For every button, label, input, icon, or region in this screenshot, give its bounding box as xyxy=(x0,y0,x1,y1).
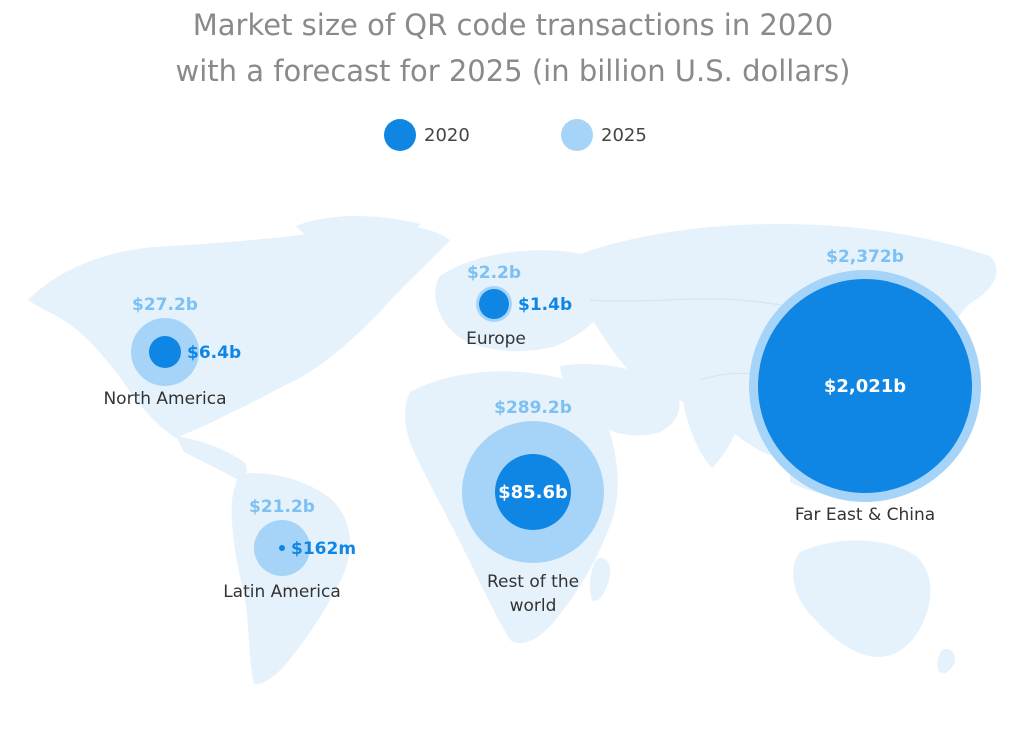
bubble-2020-far-east-china[interactable] xyxy=(758,279,972,493)
value-label-2025-europe: $2.2b xyxy=(467,263,521,283)
legend: 2020 2025 xyxy=(0,118,1026,152)
legend-item-2020[interactable]: 2020 xyxy=(384,118,470,152)
region-label-rest-of-the-world-line-2: world xyxy=(510,596,557,616)
bubble-2020-europe[interactable] xyxy=(479,289,509,319)
bubble-2020-latin-america[interactable] xyxy=(279,545,285,551)
region-group-far-east-china[interactable]: $2,372b $2,021b Far East & China xyxy=(749,247,981,525)
region-group-north-america[interactable]: $27.2b $6.4b North America xyxy=(103,295,241,409)
chart-title-line-1: Market size of QR code transactions in 2… xyxy=(192,8,834,42)
chart-title-line-2: with a forecast for 2025 (in billion U.S… xyxy=(175,54,851,88)
legend-label-2020: 2020 xyxy=(424,124,470,146)
legend-swatch-2025 xyxy=(561,119,593,151)
bubbles-layer: $27.2b $6.4b North America $2.2b $1.4b Europe… xyxy=(103,247,981,616)
region-group-europe[interactable]: $2.2b $1.4b Europe xyxy=(466,263,572,349)
bubble-2020-north-america[interactable] xyxy=(149,336,181,368)
region-label-europe: Europe xyxy=(466,329,526,349)
value-label-2020-north-america: $6.4b xyxy=(187,343,241,363)
value-label-2025-latin-america: $21.2b xyxy=(249,497,315,517)
value-label-2025-rest-of-the-world: $289.2b xyxy=(494,398,572,418)
region-group-rest-of-the-world[interactable]: $289.2b $85.6b Rest of the world xyxy=(462,398,604,616)
bubble-2020-rest-of-the-world[interactable] xyxy=(495,454,571,530)
region-label-north-america: North America xyxy=(103,389,226,409)
value-label-2020-europe: $1.4b xyxy=(518,295,572,315)
region-group-latin-america[interactable]: $21.2b $162m Latin America xyxy=(223,497,356,602)
value-label-2020-latin-america: $162m xyxy=(291,539,356,559)
value-label-2025-far-east-china: $2,372b xyxy=(826,247,904,267)
legend-label-2025: 2025 xyxy=(601,124,647,146)
legend-swatch-2020 xyxy=(384,119,416,151)
value-label-2020-rest-of-the-world: $85.6b xyxy=(498,482,568,503)
region-label-rest-of-the-world-line-1: Rest of the xyxy=(487,572,579,592)
region-label-far-east-china: Far East & China xyxy=(795,505,935,525)
legend-item-2025[interactable]: 2025 xyxy=(561,118,647,152)
value-label-2025-north-america: $27.2b xyxy=(132,295,198,315)
region-label-latin-america: Latin America xyxy=(223,582,341,602)
value-label-2020-far-east-china: $2,021b xyxy=(824,376,906,397)
